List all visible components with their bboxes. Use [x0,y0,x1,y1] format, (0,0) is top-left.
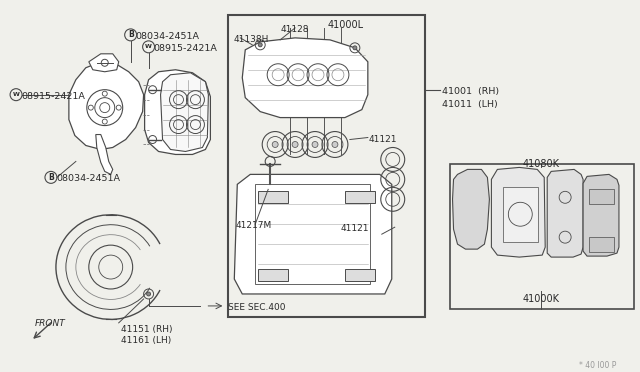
Text: * 40 I00 P: * 40 I00 P [579,361,616,370]
Circle shape [272,141,278,147]
Text: 08915-2421A: 08915-2421A [21,92,85,101]
Bar [449,164,634,309]
Circle shape [353,46,357,50]
Text: 08034-2451A: 08034-2451A [136,32,200,41]
Polygon shape [492,167,545,257]
Text: 41001  (RH): 41001 (RH) [442,87,499,96]
Circle shape [292,141,298,147]
Text: 41161 (LH): 41161 (LH) [121,336,171,345]
Bar [589,189,614,204]
Polygon shape [161,73,209,151]
Bar [589,237,614,252]
Circle shape [332,141,338,147]
Circle shape [147,292,150,296]
Text: 41000L: 41000L [328,20,364,30]
Bar [258,269,288,281]
Text: 41121: 41121 [340,224,369,233]
Text: 41151 (RH): 41151 (RH) [121,325,172,334]
Polygon shape [145,70,211,154]
Polygon shape [243,38,368,118]
Text: 41121: 41121 [369,135,397,144]
Circle shape [258,43,262,47]
Text: 08915-2421A: 08915-2421A [154,44,218,53]
Text: 41080K: 41080K [523,160,560,169]
Text: 41138H: 41138H [234,35,269,44]
Text: 08034-2451A: 08034-2451A [56,174,120,183]
Polygon shape [583,174,619,256]
Bar [228,15,424,317]
Text: SEE SEC.400: SEE SEC.400 [228,303,286,312]
Text: 41011  (LH): 41011 (LH) [442,100,497,109]
Bar [345,191,375,203]
Text: FRONT: FRONT [35,319,66,328]
Circle shape [312,141,318,147]
Polygon shape [69,62,143,150]
Polygon shape [89,54,118,72]
Text: 41217M: 41217M [236,221,271,230]
Bar [255,185,370,284]
Text: W: W [145,44,152,49]
Bar [503,187,538,242]
Polygon shape [234,174,392,294]
Text: B: B [128,31,134,39]
Polygon shape [452,169,490,249]
Polygon shape [547,169,583,257]
Text: B: B [48,173,54,182]
Text: 41128: 41128 [280,25,308,34]
Text: 41000K: 41000K [523,294,560,304]
Text: W: W [13,92,19,97]
Polygon shape [96,135,113,174]
Bar [345,269,375,281]
Bar [258,191,288,203]
